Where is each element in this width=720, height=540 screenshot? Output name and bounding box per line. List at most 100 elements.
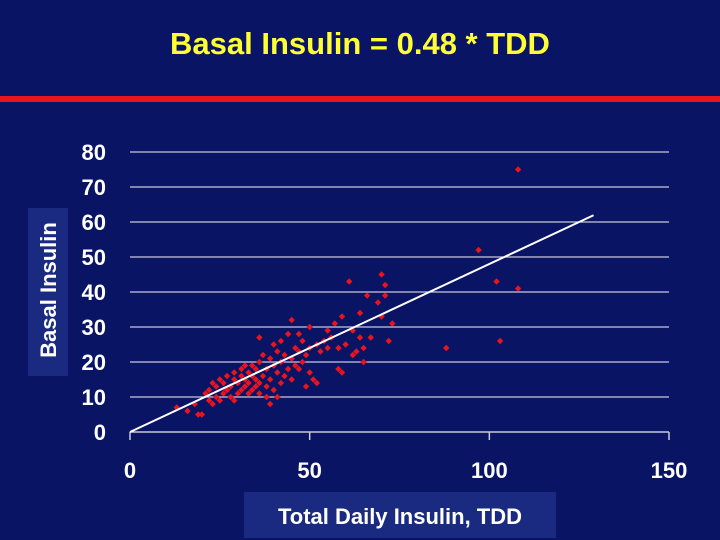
data-point [281,351,288,359]
data-point [274,348,281,355]
data-point [231,369,238,376]
data-point [299,358,306,366]
data-point [475,246,482,254]
data-point [306,323,313,331]
data-point [209,379,216,387]
y-tick-labels: 0 10 20 30 40 50 60 70 80 [82,140,106,445]
data-point [231,376,238,383]
data-point [241,383,249,390]
data-point [353,348,360,355]
data-point [223,372,231,380]
x-tick-labels: 0 50 100 150 [124,458,687,483]
data-point [238,372,245,380]
data-point [288,316,295,324]
data-point [227,393,234,401]
data-point [245,390,252,397]
data-point [220,390,227,397]
data-point [234,390,241,397]
data-point [241,362,249,369]
data-point [338,369,346,376]
data-point [310,376,317,383]
data-point [266,400,274,408]
data-point [270,386,277,394]
data-point [338,313,346,320]
data-point [241,376,249,383]
data-point [274,369,281,376]
data-point [356,334,364,341]
data-point [514,166,522,173]
y-tick-label: 80 [82,140,106,165]
data-point [216,397,224,404]
data-point [363,292,371,299]
data-point [184,407,191,415]
data-point [248,386,256,394]
data-point [349,351,356,359]
data-point [256,390,263,397]
data-point [266,355,274,362]
y-tick-label: 60 [82,210,106,235]
data-point [514,285,522,292]
data-point [248,362,256,369]
data-point [266,376,274,383]
data-point [345,278,353,285]
data-point [356,309,364,317]
data-point [381,281,389,289]
data-point [256,379,263,387]
data-point [256,358,263,366]
y-tick-label: 70 [82,175,106,200]
data-point [360,344,367,352]
data-point [378,271,385,278]
data-points [173,166,522,418]
y-axis-title: Basal Insulin [36,222,61,358]
x-tick-marks [129,432,670,440]
data-point [270,341,277,348]
data-point [252,383,259,390]
data-point [220,379,227,387]
data-point [195,411,202,418]
data-point [313,379,321,387]
data-point [274,393,281,401]
y-tick-label: 40 [82,280,106,305]
data-point [263,383,270,390]
data-point [331,320,339,327]
data-point [292,344,299,352]
data-point [443,344,450,352]
data-point [284,365,292,373]
data-point [256,334,263,341]
data-point [238,386,245,394]
data-point [360,358,367,366]
data-point [252,376,259,383]
data-point [302,383,310,390]
data-point [252,365,259,373]
data-point [209,400,216,408]
data-point [277,379,285,387]
data-point [213,383,220,390]
y-axis-title-box [28,208,68,376]
data-point [259,351,267,359]
data-point [216,376,224,383]
data-point [205,386,213,394]
data-point [496,337,504,345]
data-point [295,365,303,373]
data-point [205,397,213,404]
y-tick-label: 20 [82,350,106,375]
x-tick-label: 0 [124,458,136,483]
data-point [335,365,342,373]
data-point [342,341,349,348]
x-axis-title-box [244,492,556,538]
data-point [367,334,374,341]
y-tick-label: 30 [82,315,106,340]
data-point [493,278,500,285]
data-point [259,372,267,380]
data-point [238,365,245,373]
data-point [324,327,331,334]
data-point [374,299,382,306]
y-tick-label: 0 [94,420,106,445]
data-point [198,411,206,418]
data-point [324,344,331,352]
data-point [306,369,313,376]
data-point [213,393,220,401]
data-point [284,330,292,338]
y-tick-label: 50 [82,245,106,270]
